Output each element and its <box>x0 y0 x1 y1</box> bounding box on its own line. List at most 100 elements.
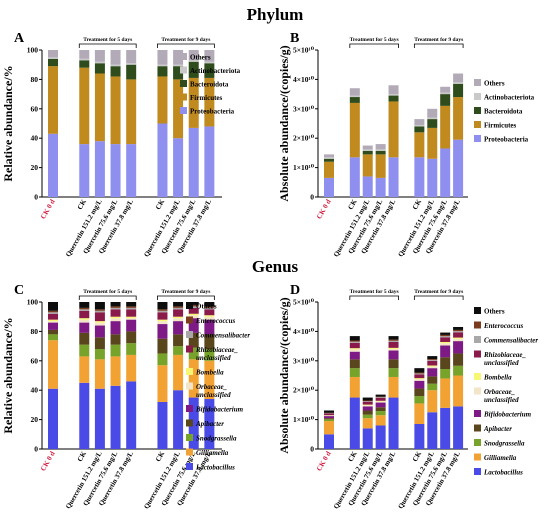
legend-swatch-bifidobacterium <box>186 405 193 412</box>
x-category-label: CK <box>346 450 358 464</box>
bar-segment-actinobacteriota <box>188 60 199 62</box>
bar-segment-proteobacteria <box>349 157 360 197</box>
legend-swatch-actinobacteriota <box>180 66 187 74</box>
x-category-label: CK <box>76 450 88 464</box>
bar-segment-bacteroidota <box>110 66 121 77</box>
legend-label-enterococcus: Enterococcus <box>195 317 236 325</box>
y-tick-label: 60 <box>31 356 39 365</box>
bar-segment-proteobacteria <box>126 144 137 197</box>
panel-b: B 0 1×10¹⁰ 2×10¹⁰ 3×10¹⁰ 4×10¹⁰ 5×10¹⁰Absolute… <box>277 31 535 258</box>
bar-segment-others <box>414 368 425 373</box>
bar-segment-commensalibacter <box>48 312 58 314</box>
bar-segment-enterococcus <box>110 306 121 308</box>
bar-segment-rhizobiaceae-unclassified <box>204 309 215 316</box>
bar-segment-rhizobiaceae-unclassified <box>375 397 386 401</box>
legend-swatch-firmicutes <box>180 93 187 101</box>
bar-segment-bacteroidota <box>188 61 199 78</box>
bar-segment-commensalibacter <box>79 309 90 311</box>
bar-segment-lactobacillus <box>110 385 121 449</box>
panel-letter: B <box>290 31 299 46</box>
bar-segment-apibacter <box>414 388 425 397</box>
bar-segment-gilliamella <box>440 378 451 408</box>
bar-segment-rhizobiaceae-unclassified <box>110 309 121 317</box>
bar-segment-bombella <box>375 400 386 402</box>
bar-segment-snodgrassella <box>157 353 168 366</box>
y-tick-label: 4×10¹⁰ <box>293 327 315 336</box>
legend-label-lactobacillus: Lactobacillus <box>195 464 235 472</box>
group-label: Treatment for 9 days <box>414 37 463 43</box>
x-category-label: CK 0 d <box>315 450 333 473</box>
bar-segment-bombella <box>427 365 438 367</box>
bar-segment-bacteroidota <box>453 83 464 98</box>
group-bracket <box>157 295 215 300</box>
bar-segment-bifidobacterium <box>110 321 121 335</box>
legend-swatch-snodgrassella <box>474 439 481 446</box>
bar-segment-apibacter <box>48 329 58 335</box>
bar-segment-enterococcus <box>440 334 451 337</box>
bar-segment-lactobacillus <box>388 397 399 449</box>
bar-segment-bacteroidota <box>362 150 373 155</box>
legend-label-commensalibacter: Commensalibacter <box>484 337 538 345</box>
bar-segment-others <box>440 332 451 335</box>
x-category-label: CK <box>346 198 358 212</box>
legend-label-bombella: Bombella <box>483 374 512 382</box>
legend: Others Enterococcus Commensalibacter Rhizob… <box>186 302 250 472</box>
bar-segment-actinobacteriota <box>48 57 58 59</box>
bar-segment-actinobacteriota <box>414 124 425 127</box>
bar-segment-actinobacteriota <box>157 64 168 67</box>
bar-segment-commensalibacter <box>126 307 137 310</box>
legend-label-bombella: Bombella <box>195 369 224 377</box>
bar-segment-commensalibacter <box>388 340 399 342</box>
bar-segment-bacteroidota <box>324 158 334 162</box>
bar-segment-snodgrassella <box>126 343 137 355</box>
legend-swatch-bacteroidota <box>474 107 481 114</box>
bar-segment-firmicutes <box>324 161 334 178</box>
bar-segment-commensalibacter <box>414 373 425 375</box>
bar-segment-lactobacillus <box>126 381 137 449</box>
bar-segment-bombella <box>126 316 137 319</box>
bar-segment-bombella <box>173 316 184 319</box>
bar-segment-rhizobiaceae-unclassified <box>79 310 90 319</box>
bar-segment-enterococcus <box>188 304 199 307</box>
bar-segment-orbaceae-unclassified <box>173 318 184 322</box>
bar-segment-commensalibacter <box>349 341 360 343</box>
group-label: Treatment for 5 days <box>83 289 132 295</box>
group-label: Treatment for 9 days <box>414 289 463 295</box>
bar-segment-bifidobacterium <box>349 351 360 360</box>
legend-swatch-rhizobiaceae-unclassified <box>186 345 193 353</box>
bar-segment-proteobacteria <box>440 148 451 197</box>
bar-segment-enterococcus <box>126 306 137 308</box>
bar-segment-orbaceae-unclassified <box>94 322 105 326</box>
bar-segment-firmicutes <box>453 97 464 140</box>
bar-segment-orbaceae-unclassified <box>440 343 451 346</box>
bar-segment-bombella <box>204 315 215 317</box>
legend-swatch-proteobacteria <box>474 135 481 142</box>
panel-letter: D <box>290 283 300 298</box>
bar-segment-apibacter <box>453 353 464 366</box>
legend-label-bifidobacterium: Bifidobacterium <box>483 411 532 419</box>
bar-segment-apibacter <box>126 331 137 344</box>
bar-segment-snodgrassella <box>94 349 105 360</box>
bar-segment-bifidobacterium <box>204 319 215 335</box>
bar-segment-orbaceae-unclassified <box>204 316 215 320</box>
bar-segment-gilliamella <box>157 365 168 402</box>
bar-segment-bombella <box>94 321 105 323</box>
bar-segment-apibacter <box>204 334 215 350</box>
bar-segment-firmicutes <box>48 66 58 134</box>
legend-label-gilliamella: Gilliamella <box>484 454 517 462</box>
group-bracket <box>157 43 215 48</box>
bar-segment-snodgrassella <box>362 414 373 419</box>
bar-segment-snodgrassella <box>453 365 464 376</box>
bar-segment-bombella <box>453 337 464 339</box>
bar-segment-commensalibacter <box>440 336 451 338</box>
legend: Others Actinobacteriota Bacteroidota Firmic… <box>474 79 535 144</box>
bar-segment-proteobacteria <box>110 144 121 197</box>
bar-segment-proteobacteria <box>48 133 58 197</box>
bar-segment-others <box>349 88 360 96</box>
bar-segment-proteobacteria <box>388 157 399 197</box>
legend-label-orbaceae-unclassified: Orbaceae_ unclassified <box>484 388 519 404</box>
bar-segment-gilliamella <box>324 421 334 435</box>
bar-segment-snodgrassella <box>188 347 199 360</box>
y-tick-label: 3×10¹⁰ <box>293 104 315 113</box>
